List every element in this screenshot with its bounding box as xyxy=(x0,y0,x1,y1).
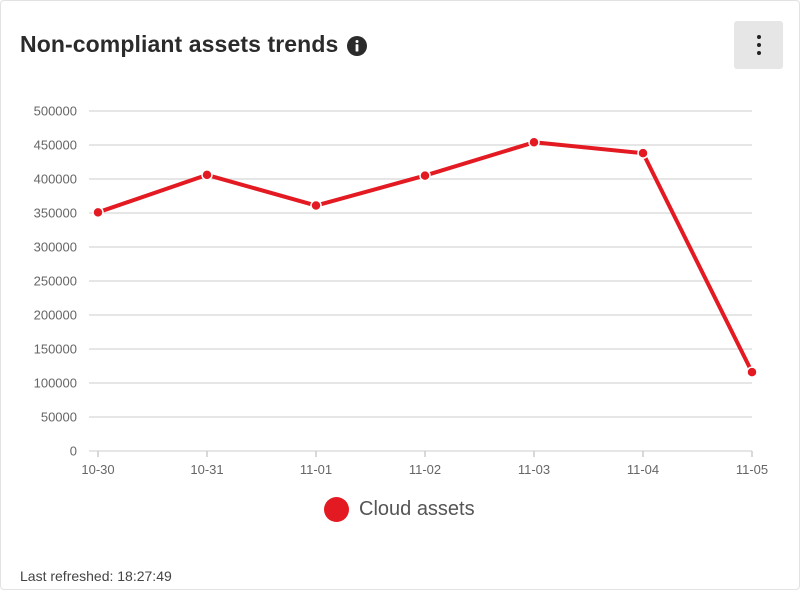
x-tick-label: 11-04 xyxy=(627,462,659,477)
y-tick-label: 300000 xyxy=(34,240,77,255)
data-point[interactable] xyxy=(92,206,104,219)
data-point[interactable] xyxy=(201,169,213,181)
more-options-button[interactable] xyxy=(734,21,783,69)
y-tick-label: 0 xyxy=(70,444,77,459)
chart-legend[interactable]: Cloud assets xyxy=(324,497,475,522)
y-tick-label: 350000 xyxy=(34,206,77,221)
x-tick-label: 10-31 xyxy=(190,462,223,477)
last-refreshed-text: Last refreshed: 18:27:49 xyxy=(20,568,172,584)
y-tick-label: 250000 xyxy=(34,274,77,289)
widget-title: Non-compliant assets trends xyxy=(20,31,368,58)
x-tick-label: 11-03 xyxy=(518,462,550,477)
more-vertical-icon xyxy=(756,35,761,39)
y-tick-label: 400000 xyxy=(34,172,77,187)
data-point[interactable] xyxy=(746,366,758,378)
info-icon[interactable] xyxy=(347,35,368,56)
y-tick-label: 450000 xyxy=(34,138,77,153)
y-tick-label: 100000 xyxy=(34,376,77,391)
x-tick-label: 11-02 xyxy=(409,462,441,477)
legend-swatch xyxy=(324,497,349,522)
data-point[interactable] xyxy=(528,136,540,149)
y-tick-label: 50000 xyxy=(41,410,77,425)
legend-label: Cloud assets xyxy=(359,498,475,520)
y-tick-label: 500000 xyxy=(34,104,77,119)
data-point[interactable] xyxy=(419,169,431,182)
x-tick-label: 11-05 xyxy=(736,462,768,477)
x-tick-label: 11-01 xyxy=(300,462,332,477)
widget-title-text: Non-compliant assets trends xyxy=(20,31,339,57)
data-point[interactable] xyxy=(310,199,322,212)
data-point[interactable] xyxy=(637,147,649,159)
y-tick-label: 150000 xyxy=(34,342,77,357)
x-tick-label: 10-30 xyxy=(81,462,114,477)
line-chart: 0 50000 100000 150000 200000 250000 300000 3500… xyxy=(34,104,769,478)
y-tick-label: 200000 xyxy=(34,308,77,323)
